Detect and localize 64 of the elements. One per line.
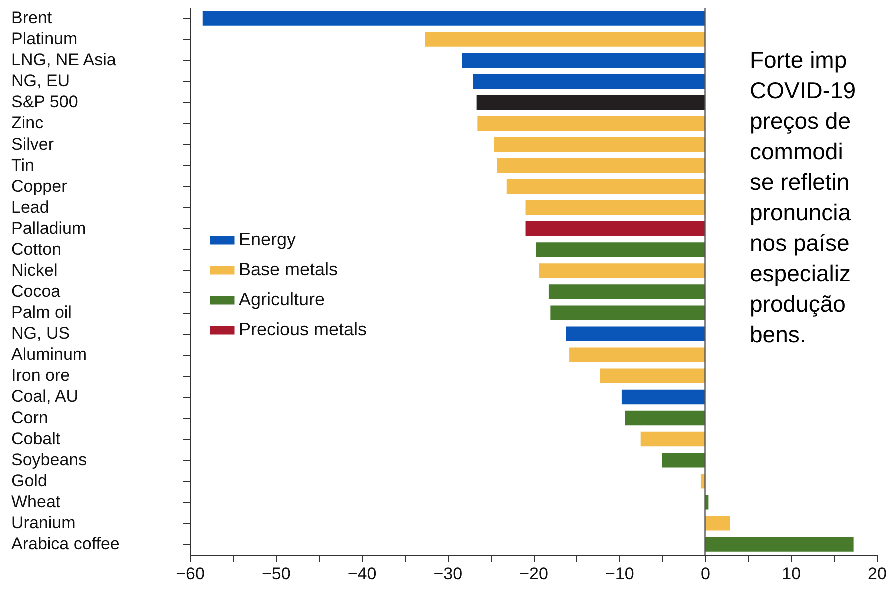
y-tick-label: LNG, NE Asia	[12, 50, 117, 70]
bar	[540, 264, 706, 278]
bar	[494, 137, 706, 152]
legend-label: Energy	[239, 230, 296, 250]
legend-label: Base metals	[239, 260, 338, 280]
bar	[622, 390, 706, 405]
bar	[506, 179, 706, 194]
y-tick-label: Copper	[12, 176, 68, 196]
text: Forte imp COVID-19 preços de commodi se refletin pronuncia nos paíse especializ produção bens.	[750, 47, 856, 348]
bar	[566, 326, 706, 342]
y-tick-label: NG, US	[12, 324, 70, 344]
y-tick-label: Silver	[12, 134, 54, 154]
legend-label: Precious metals	[239, 320, 368, 340]
x-tick-label: 20	[868, 564, 887, 584]
bar	[625, 410, 706, 426]
y-tick-label: Iron ore	[12, 366, 70, 386]
bar	[662, 452, 706, 468]
x-tick-label: −30	[434, 564, 463, 584]
bar	[473, 74, 706, 89]
bar	[705, 537, 854, 552]
y-tick-label: NG, EU	[12, 72, 70, 91]
y-tick-label: Cobalt	[12, 429, 61, 448]
y-tick-label: Arabica coffee	[12, 534, 120, 554]
y-tick-label: Palladium	[12, 218, 86, 238]
y-tick-label: Uranium	[12, 513, 76, 532]
bar	[202, 11, 706, 26]
y-tick-label: Brent	[12, 8, 52, 28]
x-tick-label: −50	[262, 564, 291, 584]
bar	[526, 222, 706, 236]
bar	[462, 53, 706, 68]
y-tick-label: Wheat	[12, 492, 61, 512]
legend-label: Agriculture	[239, 290, 326, 310]
y-tick-label: Aluminum	[12, 345, 88, 364]
bar	[497, 158, 706, 174]
bar	[640, 432, 706, 447]
y-tick-label: Corn	[12, 408, 48, 428]
y-tick-label: Palm oil	[12, 303, 72, 322]
y-tick-label: Lead	[12, 198, 50, 217]
y-tick-label: Nickel	[12, 260, 58, 280]
bar	[570, 348, 706, 362]
bar	[526, 200, 706, 216]
y-tick-label: Cotton	[12, 240, 62, 259]
y-tick-label: Zinc	[12, 114, 44, 133]
bar	[478, 116, 706, 132]
y-tick-label: Platinum	[12, 30, 78, 49]
bar	[705, 516, 730, 531]
y-tick-label: S&P 500	[12, 92, 78, 112]
bar	[600, 368, 706, 384]
x-tick-label: −60	[176, 564, 205, 584]
x-tick-label: −20	[520, 564, 548, 584]
y-tick-label: Coal, AU	[12, 387, 79, 406]
bar	[548, 284, 706, 300]
bar	[550, 306, 706, 320]
x-tick-label: 0	[701, 564, 710, 584]
x-tick-label: −10	[605, 564, 634, 584]
y-tick-label: Gold	[12, 471, 48, 490]
bar	[536, 242, 706, 258]
y-tick-label: Tin	[12, 156, 34, 175]
y-tick-label: Soybeans	[12, 450, 88, 470]
x-tick-label: −40	[348, 564, 377, 584]
x-tick-label: 10	[782, 564, 802, 584]
bar	[425, 32, 706, 47]
bar	[476, 95, 706, 110]
y-tick-label: Cocoa	[12, 282, 62, 302]
